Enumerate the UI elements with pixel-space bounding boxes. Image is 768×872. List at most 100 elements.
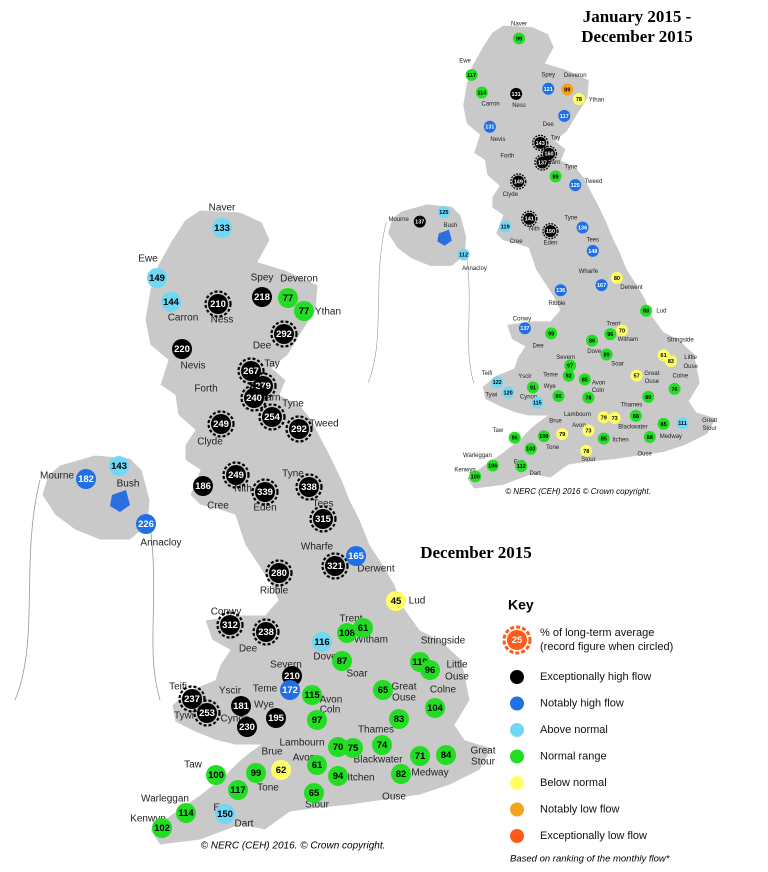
key-swatch (510, 749, 524, 764)
river-label: Coln (320, 705, 341, 716)
station-marker: 83 (664, 355, 677, 368)
record-ring (521, 210, 538, 227)
station-value: 149 (514, 179, 523, 185)
river-label: Cynon (520, 394, 537, 400)
station-value: 88 (643, 309, 649, 315)
river-label: Itchen (612, 438, 628, 444)
station-dot (615, 324, 628, 337)
station-marker: 97 (307, 710, 327, 730)
river-label: Tywi (485, 392, 497, 398)
river-label: Stour (702, 426, 716, 432)
key-title: Key (508, 597, 534, 613)
station-marker: 137 (534, 154, 551, 171)
river-label: Severn (556, 355, 575, 361)
record-ring (237, 357, 265, 385)
station-dot (307, 755, 327, 775)
key-label: Notably low flow (540, 803, 620, 815)
station-value: 238 (258, 627, 274, 638)
station-dot (328, 737, 348, 757)
river-label: Ythan (315, 307, 341, 318)
station-dot (278, 288, 298, 308)
river-label: Warleggan (141, 794, 189, 805)
station-value: 96 (425, 665, 436, 676)
station-value: 71 (415, 751, 426, 762)
station-value: 182 (78, 474, 94, 485)
station-value: 97 (312, 715, 323, 726)
station-dot (386, 591, 406, 611)
river-label: Ribble (549, 301, 567, 307)
station-dot (531, 396, 544, 409)
station-marker: 114 (475, 86, 488, 99)
river-label: Tweed (585, 179, 603, 185)
river-label: Tone (546, 445, 560, 451)
station-value: 210 (210, 299, 226, 310)
station-marker: 83 (389, 709, 409, 729)
station-dot (668, 382, 681, 395)
station-marker: 125 (569, 179, 582, 192)
station-dot (302, 685, 322, 705)
station-marker: 117 (558, 109, 571, 122)
station-value: 61 (312, 760, 323, 771)
river-label: Warleggan (463, 453, 492, 459)
record-ring (534, 154, 551, 171)
station-marker: 80 (642, 390, 655, 403)
station-dot (208, 294, 228, 314)
station-dot (595, 279, 608, 292)
station-value: 96 (607, 332, 613, 338)
station-dot (556, 428, 569, 441)
river-label: Derwent (357, 564, 394, 575)
station-value: 114 (178, 808, 194, 819)
river-label: Eden (253, 503, 276, 514)
river-label: Clyde (197, 437, 223, 448)
station-dot (630, 369, 643, 382)
river-label: Dove (313, 652, 337, 663)
record-ring (502, 625, 532, 655)
station-value: 57 (634, 374, 640, 380)
key-label: Exceptionally high flow (540, 671, 651, 683)
station-dot (523, 212, 536, 225)
station-marker: 100 (206, 765, 226, 785)
station-value: 125 (439, 210, 448, 216)
station-value: 85 (601, 436, 607, 442)
station-value: 312 (222, 620, 238, 631)
station-value: 181 (233, 701, 250, 712)
station-value: 143 (111, 461, 127, 472)
station-marker: 85 (578, 373, 591, 386)
station-marker: 143 (532, 134, 549, 151)
station-marker: 92 (562, 369, 575, 382)
station-marker: 89 (600, 348, 613, 361)
river-label: Witham (354, 635, 388, 646)
station-dot (457, 248, 470, 261)
station-marker: 88 (640, 304, 653, 317)
station-dot (502, 386, 515, 399)
station-dot (220, 615, 240, 635)
station-dot (657, 417, 670, 430)
river-label: Derwent (620, 285, 643, 291)
station-value: 88 (647, 435, 653, 441)
station-marker: 144 (161, 292, 181, 312)
station-marker: 230 (237, 717, 257, 737)
river-label: Dee (253, 341, 272, 352)
station-dot (182, 689, 202, 709)
river-label: Earn (548, 160, 561, 166)
station-dot (226, 465, 246, 485)
station-value: 96 (555, 394, 561, 400)
station-value: 89 (564, 87, 570, 93)
river-label: Carron (168, 313, 199, 324)
station-value: 172 (282, 685, 298, 696)
station-dot (499, 220, 512, 233)
station-dot (437, 206, 450, 219)
station-value: 99 (548, 331, 554, 337)
station-marker: 99 (513, 32, 526, 45)
record-ring (251, 478, 279, 506)
station-marker: 167 (595, 279, 608, 292)
station-dot (109, 456, 129, 476)
key-record-text: (record figure when circled) (540, 641, 673, 653)
station-value: 100 (539, 434, 548, 440)
station-value: 65 (309, 788, 320, 799)
station-dot (491, 376, 504, 389)
station-marker: 86 (586, 334, 599, 347)
station-marker: 131 (483, 120, 496, 133)
station-dot (629, 409, 642, 422)
